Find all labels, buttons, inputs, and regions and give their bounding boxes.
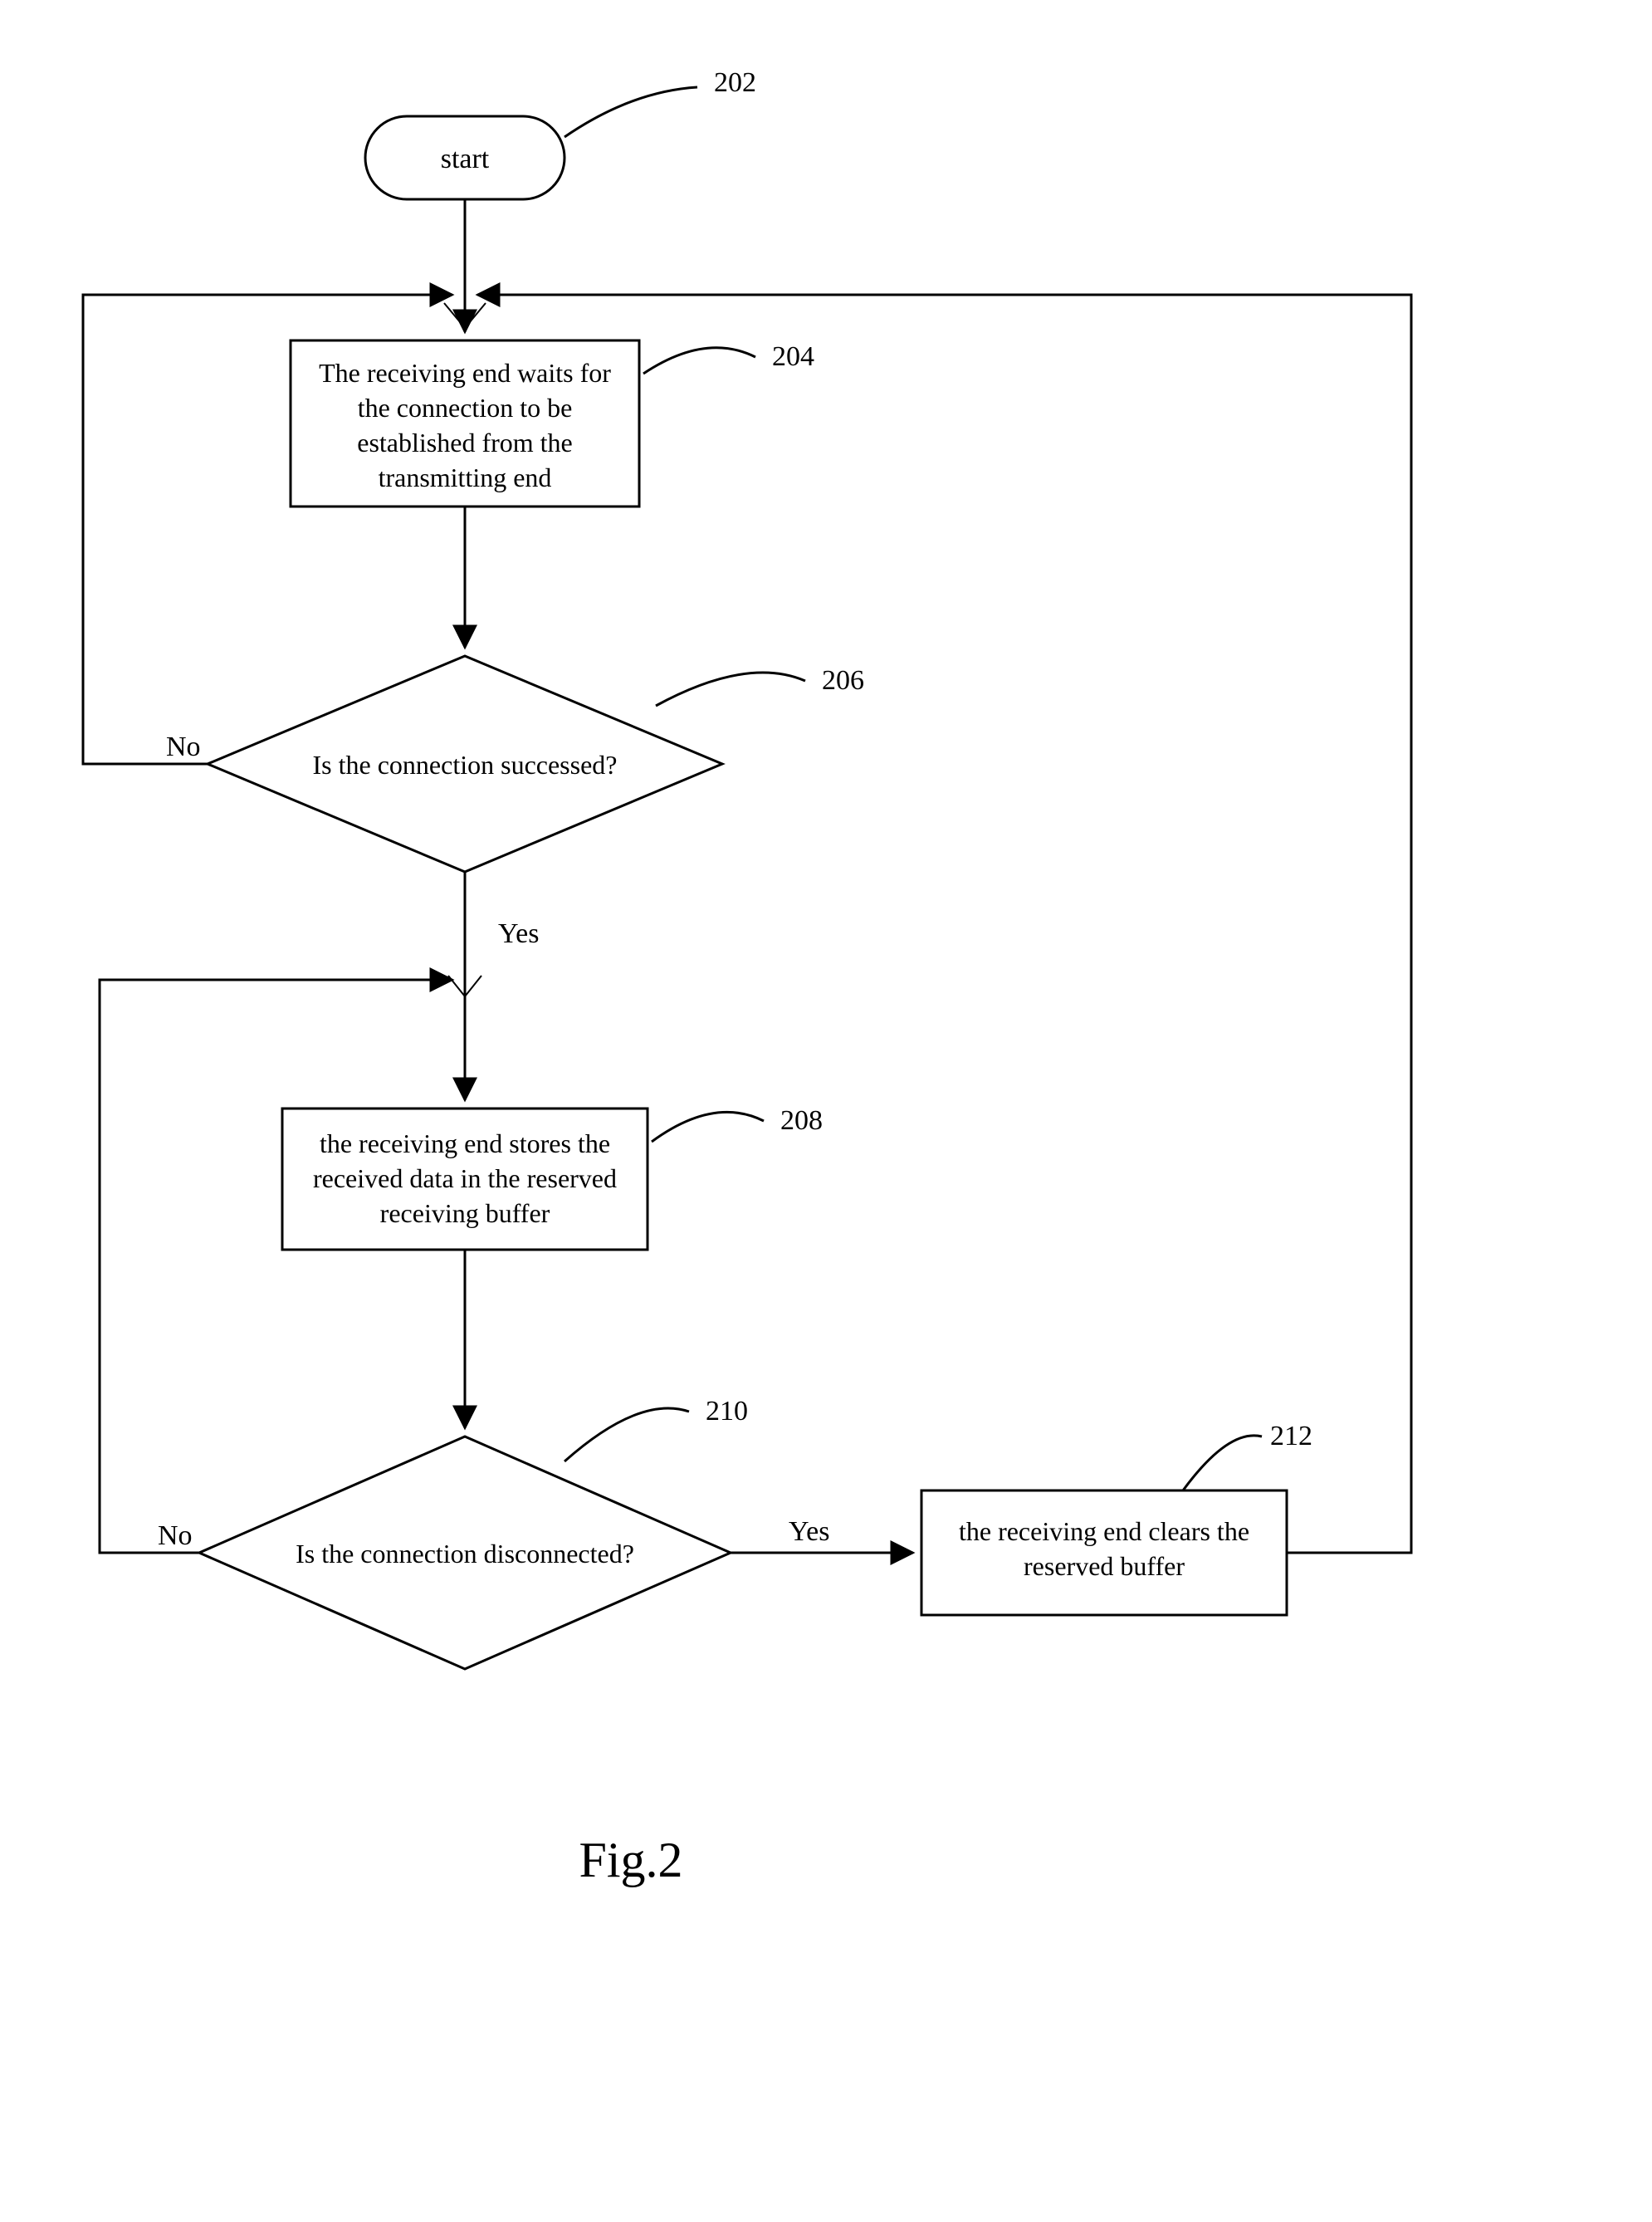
callout-212: 212 xyxy=(1183,1421,1312,1490)
callout-210-text: 210 xyxy=(706,1396,748,1427)
figure-caption: Fig.2 xyxy=(579,1833,682,1887)
flowchart-figure: start 202 The receiving end waits for th… xyxy=(0,0,1652,2222)
callout-204: 204 xyxy=(643,341,814,374)
disc-label: Is the connection disconnected? xyxy=(296,1539,634,1569)
disc-no-label: No xyxy=(158,1520,193,1551)
callout-202-text: 202 xyxy=(714,67,756,98)
wait-line-2: established from the xyxy=(357,428,572,458)
callout-202: 202 xyxy=(565,67,756,137)
edge-disc-no: No xyxy=(100,980,452,1553)
store-line-0: the receiving end stores the xyxy=(320,1128,610,1158)
callout-206: 206 xyxy=(656,665,864,706)
callout-208: 208 xyxy=(652,1105,823,1142)
success-yes-label: Yes xyxy=(498,918,539,949)
disconnected-node: Is the connection disconnected? xyxy=(199,1436,731,1669)
start-label: start xyxy=(441,144,490,174)
clear-line-1: reserved buffer xyxy=(1024,1551,1185,1581)
callout-210: 210 xyxy=(565,1396,748,1461)
callout-208-text: 208 xyxy=(780,1105,823,1136)
edge-success-yes: Yes xyxy=(465,872,539,1100)
wait-line-3: transmitting end xyxy=(379,463,552,492)
store-line-1: received data in the reserved xyxy=(313,1163,617,1193)
wait-line-1: the connection to be xyxy=(358,393,573,423)
clear-node: the receiving end clears the reserved bu… xyxy=(921,1490,1287,1615)
wait-line-0: The receiving end waits for xyxy=(319,358,611,388)
wait-node: The receiving end waits for the connecti… xyxy=(291,340,639,507)
disc-yes-label: Yes xyxy=(789,1516,829,1547)
callout-212-text: 212 xyxy=(1270,1421,1312,1451)
success-node: Is the connection successed? xyxy=(208,656,722,872)
store-node: the receiving end stores the received da… xyxy=(282,1109,648,1250)
success-no-label: No xyxy=(166,732,201,762)
callout-204-text: 204 xyxy=(772,341,814,372)
clear-line-0: the receiving end clears the xyxy=(959,1516,1249,1546)
store-line-2: receiving buffer xyxy=(380,1198,550,1228)
edge-clear-loop xyxy=(477,295,1411,1553)
callout-206-text: 206 xyxy=(822,665,864,696)
start-node: start xyxy=(365,116,565,199)
success-label: Is the connection successed? xyxy=(313,750,618,780)
edge-disc-yes: Yes xyxy=(731,1516,913,1553)
